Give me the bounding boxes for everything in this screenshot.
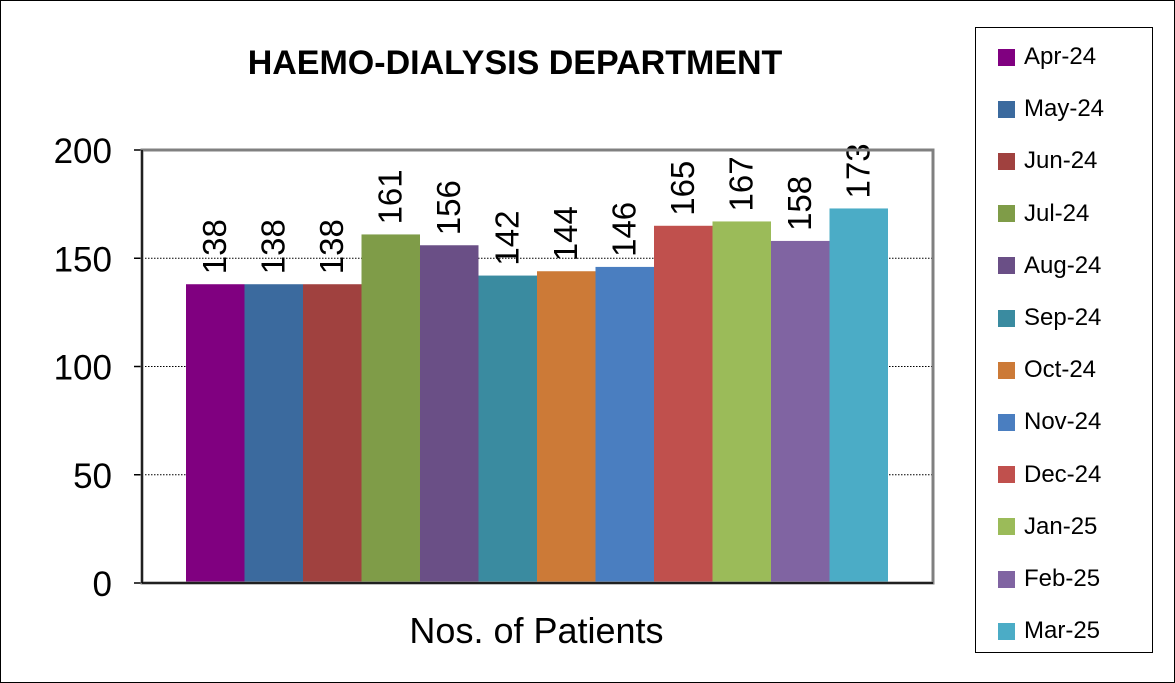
data-label: 144 [547, 206, 584, 261]
legend-item: Mar-25 [998, 616, 1100, 646]
chart-title: HAEMO-DIALYSIS DEPARTMENT [247, 44, 783, 82]
legend-label: Nov-24 [1024, 408, 1102, 436]
y-tick-label: 50 [73, 457, 112, 496]
legend-item: Feb-25 [998, 564, 1100, 594]
legend-label: Aug-24 [1024, 251, 1102, 279]
legend-item: Aug-24 [998, 251, 1101, 281]
legend-swatch [998, 466, 1015, 484]
legend-label: Dec-24 [1024, 460, 1102, 488]
legend-item: May-24 [998, 94, 1104, 124]
legend-label: Mar-25 [1024, 617, 1101, 645]
data-label: 138 [196, 219, 233, 274]
data-label: 156 [430, 180, 467, 235]
legend-swatch [998, 309, 1015, 327]
legend-swatch [998, 413, 1015, 431]
bar-dec-24 [654, 225, 713, 583]
bar-oct-24 [537, 271, 596, 583]
data-label: 142 [489, 211, 526, 266]
data-label: 165 [664, 161, 701, 216]
bar-jul-24 [361, 234, 420, 583]
bar-jun-24 [303, 284, 362, 583]
legend-label: Jan-25 [1024, 512, 1098, 540]
legend-label: Sep-24 [1024, 304, 1102, 331]
bar-aug-24 [420, 245, 479, 583]
y-tick-label: 200 [54, 132, 112, 171]
legend-item: Jun-24 [998, 146, 1097, 176]
bar-may-24 [244, 284, 303, 583]
bar-nov-24 [595, 266, 654, 583]
legend-label: May-24 [1024, 95, 1105, 123]
legend-item: Sep-24 [998, 303, 1101, 333]
bar-jan-25 [712, 221, 771, 583]
data-label: 161 [372, 169, 409, 224]
data-label: 173 [840, 143, 877, 198]
legend-label: Apr-24 [1024, 43, 1097, 70]
legend-swatch [998, 622, 1015, 640]
legend-item: Dec-24 [998, 460, 1101, 490]
legend-swatch [998, 361, 1015, 379]
bar-mar-25 [829, 208, 888, 583]
legend-label: Jun-24 [1024, 147, 1098, 175]
bar-feb-25 [771, 240, 830, 583]
legend-label: Oct-24 [1024, 356, 1097, 384]
data-label: 138 [255, 219, 292, 274]
x-axis-label: Nos. of Patients [409, 610, 664, 651]
legend-swatch [998, 257, 1015, 275]
legend-swatch [998, 518, 1015, 536]
y-tick-label: 0 [93, 565, 112, 604]
legend-swatch [998, 152, 1015, 170]
legend-item: Jul-24 [998, 199, 1089, 229]
legend-item: Jan-25 [998, 512, 1097, 542]
legend-item: Apr-24 [998, 42, 1096, 72]
plot-area: 138 138 138 161 156 142 144 146 165 167 158 173 0 50… [54, 132, 935, 604]
y-tick-label: 100 [54, 349, 112, 388]
y-tick-label: 150 [54, 240, 112, 279]
bar-sep-24 [478, 275, 537, 583]
data-label: 138 [313, 219, 350, 274]
legend-label: Feb-25 [1024, 565, 1101, 592]
legend-item: Nov-24 [998, 407, 1101, 437]
legend-item: Oct-24 [998, 355, 1096, 385]
legend-swatch [998, 48, 1015, 66]
bar-apr-24 [186, 284, 245, 583]
legend-swatch [998, 205, 1015, 223]
data-label: 146 [606, 202, 643, 257]
legend-swatch [998, 100, 1015, 118]
data-label: 167 [723, 156, 760, 211]
legend: Apr-24 May-24 Jun-24 Jul-24 Aug-24 Sep-24 Oct-… [975, 27, 1153, 653]
legend-swatch [998, 570, 1015, 588]
legend-label: Jul-24 [1024, 199, 1090, 227]
data-label: 158 [781, 176, 818, 231]
